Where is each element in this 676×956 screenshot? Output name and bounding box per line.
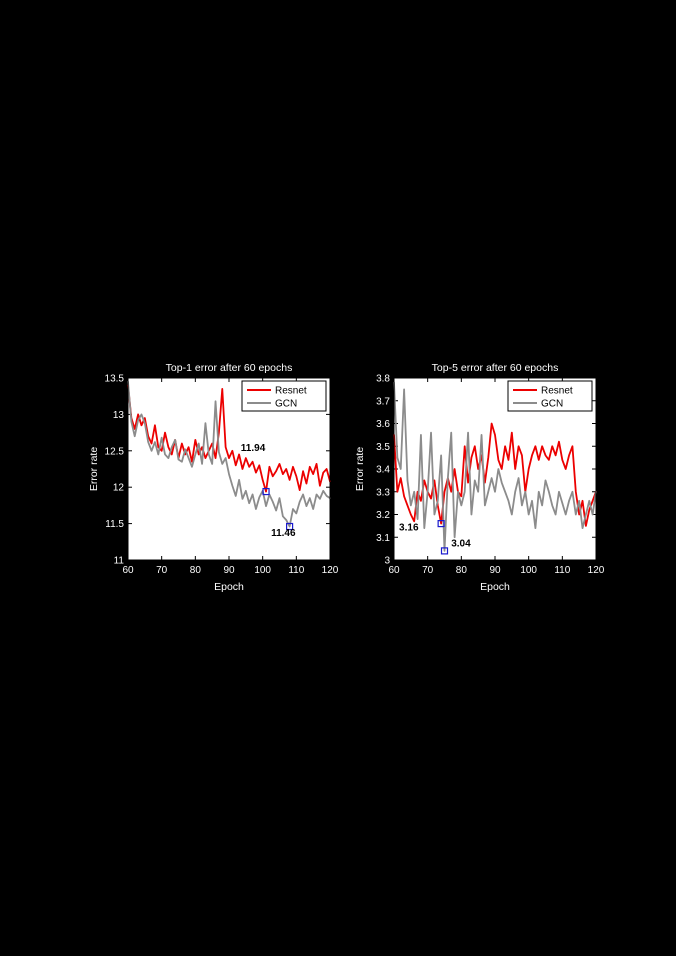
x-tick-label: 100 xyxy=(254,565,271,576)
x-tick-label: 110 xyxy=(288,565,304,576)
min-marker xyxy=(437,520,445,528)
resnet-line xyxy=(127,384,331,493)
chart-svg: Top-5 error after 60 epochs Epoch Error ra… xyxy=(354,362,605,593)
y-tick-label: 3.4 xyxy=(376,465,390,476)
x-axis-label: Epoch xyxy=(480,581,510,593)
error-rate-figure: Top-1 error after 60 epochs Epoch Error ra… xyxy=(86,360,605,594)
x-tick-label: 60 xyxy=(388,565,400,576)
y-tick-label: 3.3 xyxy=(376,487,390,498)
x-tick-label: 70 xyxy=(156,565,168,576)
min-marker xyxy=(440,547,449,555)
x-axis-label: Epoch xyxy=(214,581,244,593)
legend-box xyxy=(241,380,327,412)
chart-svg: Top-1 error after 60 epochs Epoch Error ra… xyxy=(88,362,339,593)
x-tick-label: 70 xyxy=(422,565,434,576)
legend-label-resnet: Resnet xyxy=(275,386,307,397)
annotation: 3.04 xyxy=(451,538,471,549)
y-tick-label: 12 xyxy=(113,483,125,494)
x-tick-label: 80 xyxy=(456,565,468,576)
y-tick-label: 3.7 xyxy=(376,396,390,407)
chart-title: Top-1 error after 60 epochs xyxy=(166,362,293,374)
x-tick-label: 100 xyxy=(520,565,537,576)
legend-label-resnet: Resnet xyxy=(541,386,573,397)
legend-label-gcn: GCN xyxy=(275,399,297,410)
x-tick-label: 120 xyxy=(588,565,604,576)
axes-box xyxy=(127,377,331,561)
y-tick-label: 3.1 xyxy=(376,533,390,544)
x-tick-label: 120 xyxy=(322,565,338,576)
legend-box xyxy=(507,380,593,412)
y-tick-label: 3.2 xyxy=(376,510,390,521)
min-marker xyxy=(286,522,294,531)
y-tick-label: 11.5 xyxy=(105,519,124,530)
y-tick-label: 3.6 xyxy=(376,419,390,430)
y-axis-label: Error rate xyxy=(88,447,100,492)
annotation: 3.16 xyxy=(399,522,419,533)
x-tick-label: 90 xyxy=(489,565,501,576)
annotation: 11.46 xyxy=(271,528,296,539)
chart-title: Top-5 error after 60 epochs xyxy=(432,362,559,374)
y-tick-label: 11 xyxy=(114,556,125,567)
y-tick-label: 12.5 xyxy=(105,446,125,457)
gcn-line xyxy=(393,381,597,552)
axes-box xyxy=(393,377,597,561)
annotation: 11.94 xyxy=(241,443,266,454)
y-axis-label: Error rate xyxy=(354,447,366,492)
chart-top5-error: Top-5 error after 60 epochs Epoch Error ra… xyxy=(352,360,605,594)
y-tick-label: 3.8 xyxy=(376,374,390,385)
x-tick-label: 90 xyxy=(223,565,235,576)
x-tick-label: 60 xyxy=(122,565,134,576)
x-tick-label: 80 xyxy=(190,565,202,576)
min-marker xyxy=(262,487,270,496)
y-tick-label: 13 xyxy=(113,410,125,421)
legend-label-gcn: GCN xyxy=(541,399,563,410)
gcn-line xyxy=(127,380,331,528)
y-tick-label: 13.5 xyxy=(105,374,125,385)
y-tick-label: 3.5 xyxy=(376,442,390,453)
chart-top1-error: Top-1 error after 60 epochs Epoch Error ra… xyxy=(86,360,339,594)
y-tick-label: 3 xyxy=(384,556,390,567)
x-tick-label: 110 xyxy=(554,565,570,576)
